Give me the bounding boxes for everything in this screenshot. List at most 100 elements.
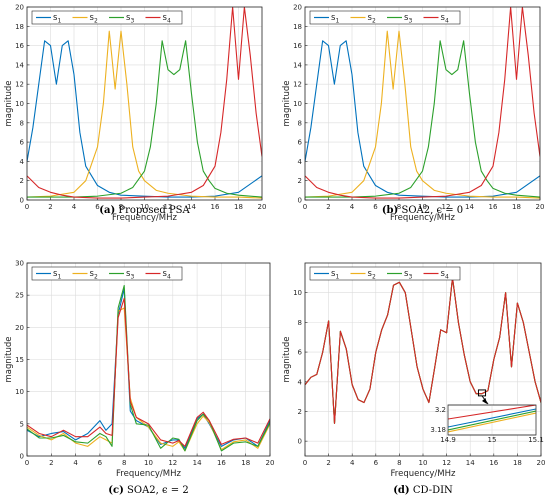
caption-text: SOA2, ϵ = 0 (398, 205, 463, 216)
legend-label-sub: 4 (445, 18, 449, 25)
y-tick-label: 2 (298, 177, 302, 185)
series-line-s3 (27, 40, 262, 198)
legend-label-name: s (331, 269, 336, 279)
legend: s1 s2 s3 s4 (309, 10, 461, 25)
x-tick-label: 10 (419, 459, 428, 467)
y-tick-label: 4 (298, 158, 303, 166)
caption: (d) CD-DIN (393, 485, 453, 496)
series-group (27, 7, 262, 199)
legend-label-s2: s2 (90, 13, 98, 25)
inset-series-line-s1 (448, 408, 536, 428)
y-tick-label: 25 (15, 292, 24, 300)
y-tick-label: 16 (15, 42, 24, 50)
x-axis-label: Frequency/MHz (116, 469, 182, 479)
legend-label-sub: 1 (335, 274, 339, 281)
legend-label-sub: 1 (335, 18, 339, 25)
inset-x-tick-label: 14.9 (440, 436, 456, 444)
x-tick-label: 16 (489, 459, 498, 467)
legend-label-name: s (368, 269, 373, 279)
legend-label-name: s (441, 13, 446, 23)
x-axis-label: Frequency/MHz (390, 213, 456, 223)
legend-label-s4: s4 (163, 13, 171, 25)
x-tick-label: 20 (266, 459, 275, 467)
x-tick-label: 2 (326, 203, 330, 211)
series-group (27, 284, 270, 452)
series-group (305, 7, 540, 199)
inset-frame-border (447, 404, 537, 436)
inset-x-tick-label: 15 (488, 436, 497, 444)
caption-text: SOA2, ϵ = 2 (124, 485, 189, 496)
y-tick-label: 18 (15, 23, 24, 31)
legend-box (309, 10, 461, 25)
legend-label-s4: s4 (441, 13, 449, 25)
x-tick-label: 12 (442, 203, 451, 211)
y-tick-label: 8 (298, 119, 302, 127)
x-tick-label: 4 (350, 203, 355, 211)
legend-label-sub: 1 (57, 274, 61, 281)
legend-label-sub: 3 (130, 274, 134, 281)
series-line-s4 (27, 7, 262, 199)
caption-letter: (c) (108, 485, 124, 496)
caption-letter: (b) (382, 205, 398, 216)
x-tick-label: 8 (397, 459, 401, 467)
x-tick-label: 6 (374, 459, 379, 467)
x-tick-label: 0 (303, 459, 307, 467)
x-tick-label: 18 (513, 459, 522, 467)
legend-label-sub: 4 (445, 274, 449, 281)
x-tick-label: 2 (326, 459, 330, 467)
y-tick-label: 20 (293, 4, 302, 12)
x-tick-label: 16 (489, 203, 498, 211)
y-tick-label: 10 (293, 100, 302, 108)
x-tick-label: 20 (537, 459, 546, 467)
legend-label-s3: s3 (404, 269, 412, 281)
y-tick-label: 0 (20, 453, 24, 461)
inset-series-group (448, 405, 536, 433)
legend-label-s3: s3 (126, 269, 134, 281)
legend-label-name: s (126, 13, 131, 23)
x-tick-label: 8 (122, 459, 126, 467)
x-tick-label: 12 (164, 203, 173, 211)
x-tick-label: 20 (258, 203, 267, 211)
series-line-s1 (27, 288, 270, 449)
caption: (a) Proposed PSA (99, 205, 190, 216)
legend-label-s1: s1 (53, 13, 61, 25)
y-tick-label: 2 (298, 408, 302, 416)
y-tick-label: 0 (298, 197, 302, 205)
y-tick-label: 4 (20, 158, 25, 166)
y-tick-label: 6 (20, 139, 25, 147)
x-tick-label: 4 (350, 459, 355, 467)
y-tick-label: 6 (298, 349, 303, 357)
x-tick-label: 2 (49, 459, 53, 467)
axes-frame (26, 6, 263, 201)
legend-label-sub: 3 (408, 274, 412, 281)
x-tick-label: 18 (241, 459, 250, 467)
y-tick-label: 12 (15, 81, 24, 89)
y-tick-label: 14 (15, 61, 24, 69)
x-tick-label: 0 (303, 203, 307, 211)
axes-frame (304, 6, 541, 201)
x-tick-label: 16 (211, 203, 220, 211)
y-tick-label: 0 (20, 197, 24, 205)
inset-series-line-s3 (448, 410, 536, 431)
x-tick-label: 6 (373, 203, 378, 211)
legend-label-sub: 3 (408, 18, 412, 25)
caption-letter: (a) (99, 205, 115, 216)
legend-label-name: s (53, 269, 58, 279)
x-tick-label: 10 (418, 203, 427, 211)
x-tick-label: 8 (119, 203, 123, 211)
legend-label-sub: 3 (130, 18, 134, 25)
y-tick-label: 10 (15, 388, 24, 396)
x-tick-label: 10 (144, 459, 153, 467)
legend-label-s1: s1 (331, 269, 339, 281)
legend: s1 s2 s3 s4 (31, 10, 183, 25)
y-axis-label: magnitude (4, 337, 14, 383)
caption-text: CD-DIN (410, 485, 453, 496)
legend-label-s1: s1 (53, 269, 61, 281)
series-line-s3 (305, 40, 540, 198)
legend-label-name: s (404, 13, 409, 23)
inset-series-line-s2 (448, 412, 536, 433)
caption-letter: (d) (393, 485, 409, 496)
